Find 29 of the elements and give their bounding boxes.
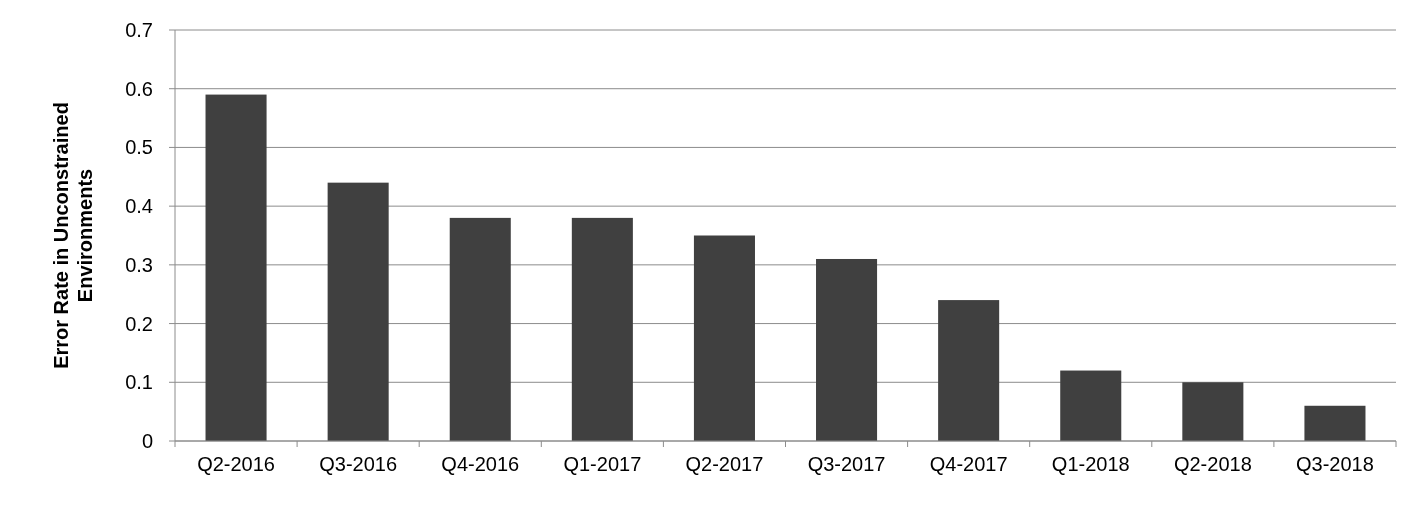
y-tick-label: 0.4: [125, 195, 153, 218]
x-tick-label: Q3-2018: [1296, 453, 1374, 475]
x-tick-label: Q3-2016: [319, 453, 398, 475]
bar: [327, 182, 389, 441]
y-tick-label: 0.5: [125, 136, 153, 159]
bar: [1182, 382, 1244, 441]
bar: [816, 258, 878, 441]
y-tick-label: 0.1: [125, 371, 153, 394]
x-tick-label: Q2-2017: [685, 453, 764, 475]
x-tick-label: Q4-2017: [929, 453, 1008, 475]
x-tick-label: Q4-2016: [441, 453, 520, 475]
x-tick-label: Q1-2018: [1051, 453, 1130, 475]
bar: [1304, 405, 1366, 441]
y-tick-label: 0.7: [125, 19, 153, 41]
y-tick-label: 0.3: [125, 253, 153, 276]
y-tick-label: 0.2: [125, 312, 153, 335]
bar: [938, 300, 1000, 441]
bar: [205, 94, 267, 441]
y-axis-title: Error Rate in Unconstrained Environments: [50, 102, 96, 369]
x-tick-label: Q2-2018: [1173, 453, 1252, 475]
bar: [1060, 370, 1122, 441]
bar: [449, 217, 511, 441]
x-tick-label: Q3-2017: [807, 453, 886, 475]
y-tick-label: 0.6: [125, 77, 153, 100]
y-tick-label: 0: [141, 430, 153, 452]
x-tick-label: Q1-2017: [563, 453, 642, 475]
x-tick-label: Q2-2016: [197, 453, 275, 475]
bar: [571, 217, 633, 441]
bar: [693, 235, 755, 441]
